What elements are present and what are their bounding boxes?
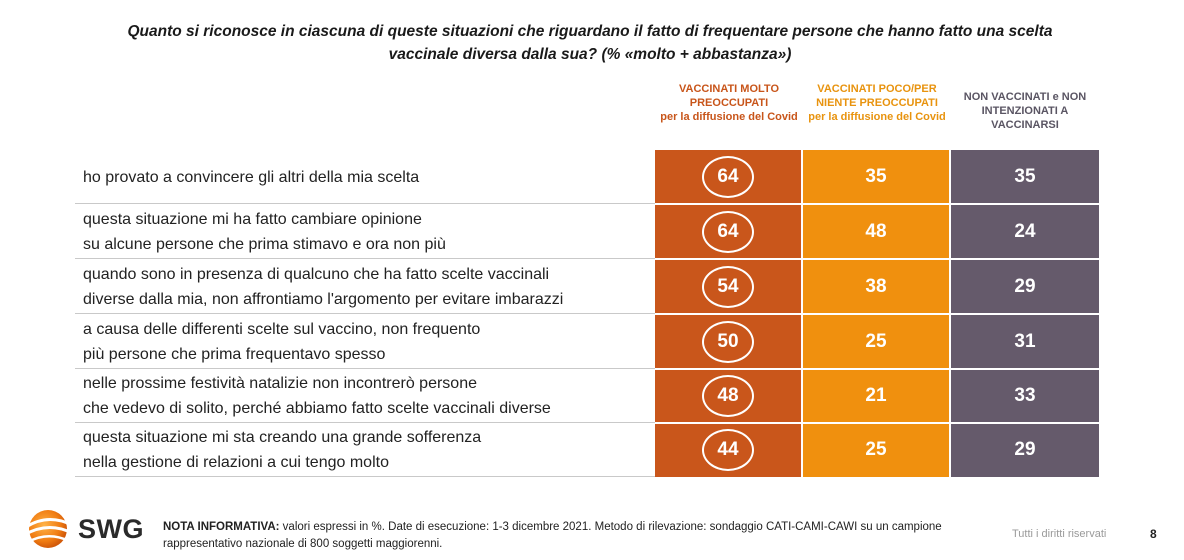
value-cell: 24 (951, 204, 1099, 259)
data-label: 29 (1014, 439, 1036, 460)
data-label: 48 (717, 385, 739, 406)
row-label-line: ho provato a convincere gli altri della … (83, 168, 420, 186)
column-header-main: VACCINATI MOLTO PREOCCUPATI (678, 83, 779, 109)
data-label: 54 (717, 275, 739, 297)
highlight-circle: 44 (702, 429, 754, 471)
swg-globe-icon (23, 510, 73, 548)
row-label: a causa delle differenti scelte sul vacc… (83, 314, 653, 369)
row-label-line: più persone che prima frequentavo spesso (83, 345, 386, 363)
value-cell: 54 (655, 259, 801, 314)
row-label: quando sono in presenza di qualcuno che … (83, 259, 653, 314)
column-header-vaccinated-very-worried: VACCINATI MOLTO PREOCCUPATI per la diffu… (655, 82, 803, 124)
column-header-vaccinated-not-worried: VACCINATI POCO/PER NIENTE PREOCCUPATI pe… (803, 82, 951, 124)
rights-text: Tutti i diritti riservati (1012, 528, 1107, 540)
row-divider (75, 314, 655, 369)
footnote: NOTA INFORMATIVA: valori espressi in %. … (163, 519, 943, 553)
row-divider (75, 369, 655, 423)
row-label-line: su alcune persone che prima stimavo e or… (83, 235, 446, 253)
logo-text: SWG (78, 514, 144, 544)
data-label: 35 (1014, 166, 1036, 187)
value-cell: 31 (951, 314, 1099, 369)
row-divider (75, 150, 655, 204)
column-header-main: NON VACCINATI e NON INTENZIONATI A VACCI… (963, 91, 1087, 131)
row-separator (655, 313, 1099, 315)
value-cell: 44 (655, 423, 801, 477)
footnote-label: NOTA INFORMATIVA: (163, 521, 280, 533)
row-label: questa situazione mi ha fatto cambiare o… (83, 204, 653, 259)
value-cell: 33 (951, 369, 1099, 423)
highlight-circle: 64 (702, 156, 754, 198)
value-cell: 35 (951, 150, 1099, 204)
value-cell: 25 (803, 423, 949, 477)
page-number: 8 (1150, 527, 1157, 541)
column-header-unvaccinated: NON VACCINATI e NON INTENZIONATI A VACCI… (951, 90, 1099, 132)
value-cell: 48 (655, 369, 801, 423)
row-label-text: a causa delle differenti scelte sul vacc… (83, 317, 480, 367)
highlight-circle: 54 (702, 265, 754, 308)
row-label-text: questa situazione mi sta creando una gra… (83, 425, 481, 475)
data-label: 44 (717, 439, 739, 460)
row-label-line: questa situazione mi sta creando una gra… (83, 429, 482, 446)
data-label: 24 (1014, 220, 1036, 242)
data-label: 38 (865, 275, 887, 297)
value-cell: 50 (655, 314, 801, 369)
row-label: nelle prossime festività natalizie non i… (83, 369, 653, 423)
row-separator (655, 368, 1099, 370)
row-label-line: che vedevo di solito, perché abbiamo fat… (83, 400, 551, 417)
data-label: 64 (717, 166, 739, 187)
column-header-sub: per la diffusione del Covid (660, 111, 798, 123)
row-label: ho provato a convincere gli altri della … (83, 150, 653, 204)
column-header-sub: per la diffusione del Covid (808, 111, 946, 123)
data-label: 50 (717, 330, 739, 352)
row-label-line: quando sono in presenza di qualcuno che … (83, 265, 550, 283)
row-separator (655, 422, 1099, 424)
row-divider (75, 204, 655, 259)
value-cell: 25 (803, 314, 949, 369)
row-label-text: questa situazione mi ha fatto cambiare o… (83, 207, 446, 257)
data-label: 48 (865, 220, 887, 242)
value-cell: 48 (803, 204, 949, 259)
row-label-text: nelle prossime festività natalizie non i… (83, 371, 551, 421)
row-separator (655, 258, 1099, 260)
row-label-line: diverse dalla mia, non affrontiamo l'arg… (83, 290, 564, 308)
row-label-text: ho provato a convincere gli altri della … (83, 165, 419, 190)
data-label: 31 (1014, 330, 1036, 352)
row-divider (75, 259, 655, 314)
data-label: 25 (865, 330, 887, 352)
data-label: 21 (865, 385, 887, 406)
row-label-line: nelle prossime festività natalizie non i… (83, 375, 477, 392)
highlight-circle: 48 (702, 375, 754, 417)
row-divider (75, 423, 655, 477)
row-label: questa situazione mi sta creando una gra… (83, 423, 653, 477)
data-label: 29 (1014, 275, 1036, 297)
row-separator (655, 203, 1099, 205)
highlight-circle: 50 (702, 320, 754, 363)
data-label: 25 (865, 439, 887, 460)
value-cell: 29 (951, 423, 1099, 477)
value-cell: 64 (655, 150, 801, 204)
row-label-line: a causa delle differenti scelte sul vacc… (83, 320, 481, 338)
chart-title: Quanto si riconosce in ciascuna di quest… (127, 23, 1053, 63)
row-label-line: questa situazione mi ha fatto cambiare o… (83, 210, 422, 228)
row-label-text: quando sono in presenza di qualcuno che … (83, 262, 563, 312)
value-cell: 38 (803, 259, 949, 314)
value-cell: 35 (803, 150, 949, 204)
data-label: 33 (1014, 385, 1036, 406)
value-cell: 64 (655, 204, 801, 259)
value-cell: 21 (803, 369, 949, 423)
row-label-line: nella gestione di relazioni a cui tengo … (83, 454, 389, 471)
data-label: 64 (717, 220, 739, 242)
data-label: 35 (865, 166, 887, 187)
footnote-text: valori espressi in %. Date di esecuzione… (163, 521, 942, 550)
value-cell: 29 (951, 259, 1099, 314)
column-header-main: VACCINATI POCO/PER NIENTE PREOCCUPATI (816, 83, 938, 109)
highlight-circle: 64 (702, 210, 754, 253)
